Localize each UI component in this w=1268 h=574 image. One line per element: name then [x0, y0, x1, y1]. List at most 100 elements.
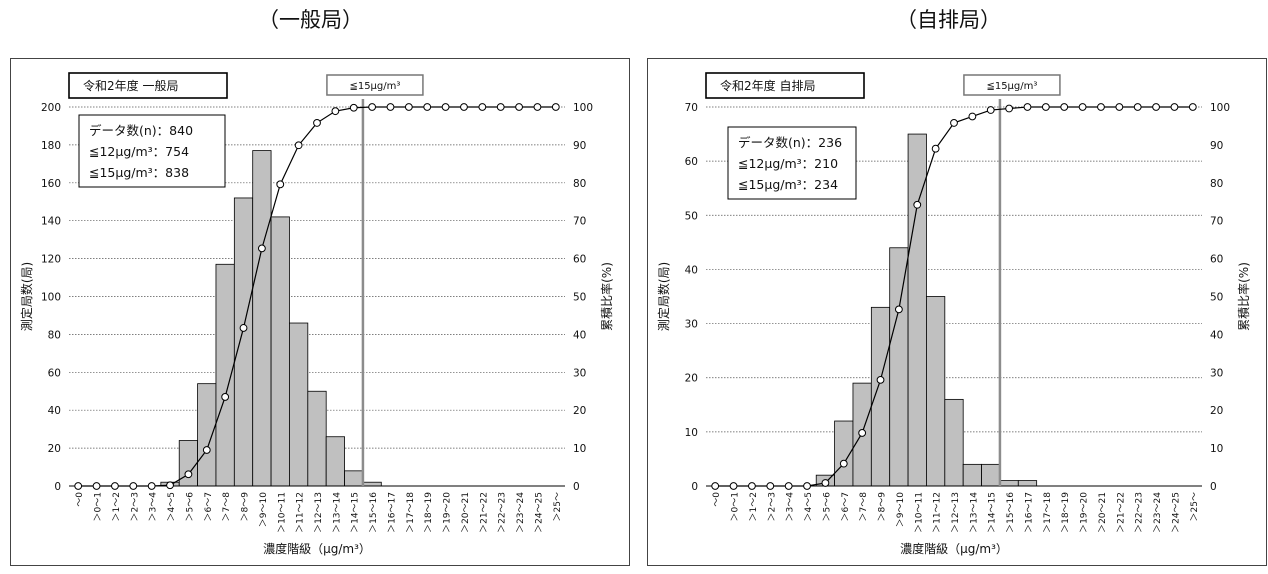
y-tick-label: 40: [48, 405, 61, 417]
y-tick-label: 40: [685, 264, 698, 276]
x-tick-label: ＞6～7: [204, 492, 214, 521]
y2-axis-title: 累積比率(%): [599, 262, 614, 331]
x-tick-label: ＞7～8: [222, 492, 232, 522]
cumulative-marker: [1041, 103, 1050, 111]
x-tick-label: ＞20～21: [1098, 492, 1108, 533]
y-tick-label: 120: [41, 254, 61, 266]
x-tick-label: ＞4～5: [804, 492, 814, 521]
bar: [197, 383, 217, 487]
x-tick-label: ＞23～24: [1153, 492, 1163, 533]
bar: [981, 463, 1001, 487]
x-tick-label: ＞1～2: [112, 492, 122, 521]
x-tick-label: ＞2～3: [767, 492, 777, 521]
x-tick-label: ＞1～2: [749, 492, 759, 521]
cumulative-marker: [931, 144, 940, 153]
bar: [1017, 480, 1038, 487]
cumulative-marker: [184, 470, 193, 479]
y2-tick-label: 90: [573, 140, 586, 152]
y2-tick-label: 40: [573, 329, 586, 341]
cumulative-marker: [331, 107, 340, 116]
x-tick-label: ＞19～20: [443, 492, 453, 533]
y-tick-label: 200: [41, 102, 61, 114]
info-line: データ数(n)：840: [89, 123, 193, 138]
y2-axis-title: 累積比率(%): [1236, 262, 1251, 331]
x-tick-label: ＞2～3: [130, 492, 140, 521]
cumulative-marker: [386, 103, 395, 111]
y-tick-label: 80: [48, 329, 61, 341]
y-axis-title: 測定局数(局): [656, 262, 671, 331]
bar: [252, 150, 272, 487]
x-tick-label: ＞11～12: [933, 492, 943, 533]
y2-tick-label: 60: [573, 254, 586, 266]
cumulative-marker: [349, 103, 358, 112]
y-axis-title: 測定局数(局): [19, 262, 34, 331]
cumulative-marker: [839, 459, 848, 468]
cumulative-marker: [423, 103, 432, 111]
info-box: [78, 114, 226, 188]
y2-tick-label: 100: [573, 102, 593, 114]
x-tick-label: ＞4～5: [167, 492, 177, 521]
y2-tick-label: 10: [1210, 443, 1223, 455]
bar: [362, 481, 382, 487]
x-tick-label: ＞10～11: [914, 492, 924, 533]
info-line: ≦12μg/m³：754: [89, 144, 189, 159]
bar: [325, 436, 345, 487]
chart-panel-general: 0 20 40 60 80 100 120 140 160 180 200 0 10 20 30 40 50 60…: [10, 58, 630, 566]
y2-tick-label: 60: [1210, 254, 1223, 266]
cumulative-marker: [147, 482, 156, 490]
x-tick-label: ＞11～12: [296, 492, 306, 533]
y-tick-label: 180: [41, 140, 61, 152]
bar: [289, 322, 309, 487]
cumulative-marker: [441, 103, 450, 111]
bar: [215, 263, 235, 487]
cumulative-marker: [404, 103, 413, 111]
cumulative-marker: [257, 244, 266, 253]
x-tick-label: ＞6～7: [841, 492, 851, 521]
x-tick-label: ＞0～1: [731, 492, 741, 521]
chart-panel-roadside: 0 10 20 30 40 50 60 70 0 10 20 30 40 50 60 70 80 90 100 ～0 ＞…: [647, 58, 1267, 566]
x-tick-label: ＞8～9: [878, 492, 888, 522]
x-tick-label: ＞24～25: [1171, 492, 1181, 533]
x-tick-label: ＞21～22: [1116, 492, 1126, 533]
cumulative-marker: [729, 482, 738, 490]
cumulative-marker: [460, 103, 468, 111]
title-box: [68, 72, 228, 99]
x-tick-label: ＞24～25: [534, 492, 544, 533]
x-tick-label: ＞8～9: [241, 492, 251, 522]
y2-tick-label: 50: [1210, 292, 1223, 304]
x-tick-label: ＞16～17: [1024, 492, 1034, 533]
x-tick-label: ＞14～15: [351, 492, 361, 533]
info-line: ≦15μg/m³：838: [89, 165, 189, 180]
threshold-label: ≦15μg/m³: [349, 81, 400, 92]
x-tick-label: ＞18～19: [1061, 492, 1071, 533]
y-tick-label: 0: [691, 481, 698, 493]
x-tick-label: ＞9～10: [896, 492, 906, 527]
cumulative-marker: [1152, 103, 1160, 111]
x-tick-label: ＞9～10: [259, 492, 269, 527]
bar: [889, 247, 909, 487]
cumulative-marker: [748, 482, 756, 490]
bar: [270, 216, 290, 487]
info-box: [727, 126, 857, 200]
cumulative-marker: [1097, 103, 1105, 111]
cumulative-marker: [821, 479, 830, 487]
y-tick-label: 60: [48, 367, 61, 379]
y-tick-label: 50: [685, 210, 698, 222]
x-tick-label: ＞17～18: [406, 492, 416, 533]
x-tick-label: ＞22～23: [1135, 492, 1145, 533]
info-line: データ数(n)：236: [738, 135, 842, 150]
x-tick-label: ＞5～6: [822, 492, 832, 522]
cumulative-marker: [1023, 103, 1032, 111]
y-tick-label: 140: [41, 216, 61, 228]
x-tick-label: ＞13～14: [332, 492, 342, 533]
x-tick-label: ＞18～19: [424, 492, 434, 533]
y2-tick-label: 50: [573, 292, 586, 304]
x-tick-label: ＞12～13: [951, 492, 961, 533]
cumulative-marker: [1078, 103, 1087, 111]
bar: [944, 398, 964, 487]
x-tick-label: ＞10～11: [277, 492, 287, 533]
y-tick-label: 60: [685, 156, 698, 168]
bar: [233, 197, 254, 487]
cumulative-marker: [894, 305, 903, 314]
cumulative-marker: [1115, 103, 1124, 111]
